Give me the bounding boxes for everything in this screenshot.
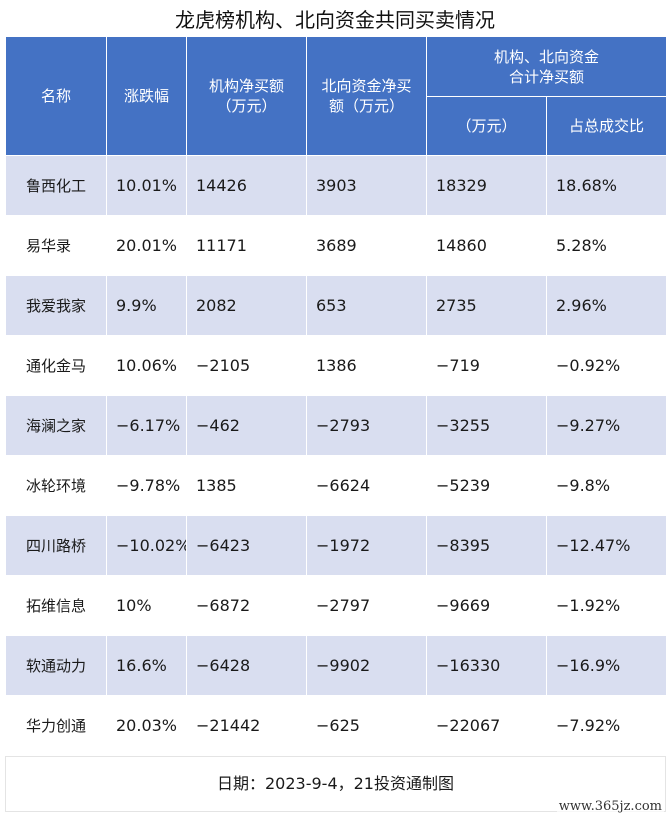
cell-name: 冰轮环境 — [5, 455, 107, 516]
cell-name: 鲁西化工 — [5, 155, 107, 216]
cell-name: 易华录 — [5, 215, 107, 276]
cell-ratio: −9.27% — [545, 395, 668, 456]
table-row: 华力创通 20.03% −21442 −625 −22067 −7.92% — [5, 695, 668, 756]
header-inst-line1: 机构净买额 — [208, 77, 284, 95]
cell-name: 华力创通 — [5, 695, 107, 756]
header-combined: 机构、北向资金 合计净买额 — [425, 36, 668, 97]
table-row: 海澜之家 −6.17% −462 −2793 −3255 −9.27% — [5, 395, 668, 456]
table-row: 鲁西化工 10.01% 14426 3903 18329 18.68% — [5, 155, 668, 216]
header-inst-line2: （万元） — [216, 97, 277, 115]
table-row: 拓维信息 10% −6872 −2797 −9669 −1.92% — [5, 575, 668, 636]
table-row: 易华录 20.01% 11171 3689 14860 5.28% — [5, 215, 668, 276]
cell-north: −1972 — [306, 515, 427, 576]
table-footer-note: 日期：2023-9-4，21投资通制图 — [5, 756, 666, 812]
table-row: 通化金马 10.06% −2105 1386 −719 −0.92% — [5, 335, 668, 396]
cell-name: 四川路桥 — [5, 515, 107, 576]
header-combined-amount: （万元） — [426, 96, 547, 156]
cell-ratio: −1.92% — [545, 575, 668, 636]
cell-inst: −462 — [186, 395, 307, 456]
cell-north: 3903 — [306, 155, 427, 216]
cell-inst: 11171 — [186, 215, 307, 276]
header-name: 名称 — [5, 36, 107, 156]
header-inst-net-buy: 机构净买额 （万元） — [186, 36, 307, 156]
cell-ratio: 18.68% — [545, 155, 668, 216]
header-north-net-buy: 北向资金净买 额（万元） — [306, 36, 427, 156]
cell-total: −719 — [426, 335, 547, 396]
cell-change: 10.06% — [106, 335, 187, 396]
cell-north: 1386 — [306, 335, 427, 396]
cell-ratio: −7.92% — [545, 695, 668, 756]
cell-change: 10% — [106, 575, 187, 636]
cell-ratio: −12.47% — [545, 515, 668, 576]
cell-north: 3689 — [306, 215, 427, 276]
cell-name: 海澜之家 — [5, 395, 107, 456]
cell-total: 18329 — [426, 155, 547, 216]
cell-name: 我爱我家 — [5, 275, 107, 336]
cell-ratio: 2.96% — [545, 275, 668, 336]
table-row: 软通动力 16.6% −6428 −9902 −16330 −16.9% — [5, 635, 668, 696]
header-combined-ratio: 占总成交比 — [545, 96, 668, 156]
cell-name: 拓维信息 — [5, 575, 107, 636]
cell-north: −2793 — [306, 395, 427, 456]
cell-total: −9669 — [426, 575, 547, 636]
cell-inst: −21442 — [186, 695, 307, 756]
cell-inst: 2082 — [186, 275, 307, 336]
table-row: 冰轮环境 −9.78% 1385 −6624 −5239 −9.8% — [5, 455, 668, 516]
cell-inst: 14426 — [186, 155, 307, 216]
cell-change: 20.03% — [106, 695, 187, 756]
cell-total: −22067 — [426, 695, 547, 756]
table-title: 龙虎榜机构、北向资金共同买卖情况 — [175, 8, 495, 32]
cell-total: 14860 — [426, 215, 547, 276]
site-watermark: www.365jz.com — [556, 799, 664, 814]
cell-inst: −6872 — [186, 575, 307, 636]
cell-ratio: −0.92% — [545, 335, 668, 396]
cell-total: 2735 — [426, 275, 547, 336]
cell-ratio: 5.28% — [545, 215, 668, 276]
cell-change: 10.01% — [106, 155, 187, 216]
data-table: 名称 涨跌幅 机构净买额 （万元） 北向资金净买 额（万元） 机构、北向资金 合… — [5, 36, 668, 756]
header-north-line1: 北向资金净买 — [321, 77, 412, 95]
cell-north: −9902 — [306, 635, 427, 696]
cell-change: −9.78% — [106, 455, 187, 516]
header-combined-line2: 合计净买额 — [509, 67, 585, 86]
header-change: 涨跌幅 — [106, 36, 187, 156]
cell-name: 软通动力 — [5, 635, 107, 696]
cell-inst: −6423 — [186, 515, 307, 576]
cell-inst: 1385 — [186, 455, 307, 516]
cell-north: −6624 — [306, 455, 427, 516]
cell-name: 通化金马 — [5, 335, 107, 396]
cell-total: −16330 — [426, 635, 547, 696]
cell-north: −625 — [306, 695, 427, 756]
cell-north: −2797 — [306, 575, 427, 636]
cell-change: −6.17% — [106, 395, 187, 456]
header-north-line2: 额（万元） — [328, 97, 404, 115]
table-row: 四川路桥 −10.02% −6423 −1972 −8395 −12.47% — [5, 515, 668, 576]
table-row: 我爱我家 9.9% 2082 653 2735 2.96% — [5, 275, 668, 336]
cell-total: −3255 — [426, 395, 547, 456]
cell-total: −5239 — [426, 455, 547, 516]
cell-inst: −6428 — [186, 635, 307, 696]
header-row: 名称 涨跌幅 机构净买额 （万元） 北向资金净买 额（万元） 机构、北向资金 合… — [5, 36, 668, 156]
cell-inst: −2105 — [186, 335, 307, 396]
cell-ratio: −9.8% — [545, 455, 668, 516]
header-combined-line1: 机构、北向资金 — [494, 47, 600, 66]
cell-change: 20.01% — [106, 215, 187, 276]
cell-north: 653 — [306, 275, 427, 336]
cell-ratio: −16.9% — [545, 635, 668, 696]
header-subrow: （万元） 占总成交比 — [6, 96, 668, 156]
cell-change: 9.9% — [106, 275, 187, 336]
cell-total: −8395 — [426, 515, 547, 576]
cell-change: −10.02% — [106, 515, 187, 576]
cell-change: 16.6% — [106, 635, 187, 696]
